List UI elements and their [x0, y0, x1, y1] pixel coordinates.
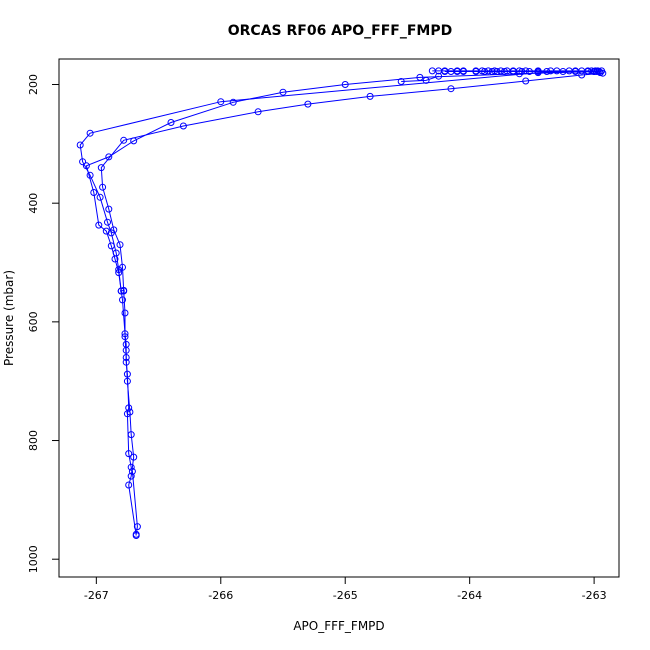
data-point	[119, 296, 126, 304]
data-point	[559, 68, 567, 75]
data-point	[481, 68, 489, 75]
data-point	[130, 453, 138, 461]
data-point	[488, 68, 496, 75]
x-tick-label: -267	[84, 589, 109, 602]
y-axis-label: Pressure (mbar)	[2, 270, 16, 366]
data-point	[459, 68, 467, 75]
data-point	[86, 129, 94, 137]
data-point	[116, 241, 124, 249]
data-point	[593, 68, 601, 75]
x-tick-label: -263	[582, 589, 607, 602]
data-point	[534, 68, 542, 75]
data-point	[99, 183, 107, 191]
data-point	[501, 68, 508, 75]
series-line	[85, 71, 595, 292]
data-point	[120, 136, 128, 144]
data-point	[119, 263, 126, 271]
data-point	[123, 377, 131, 385]
series-line	[401, 75, 439, 82]
data-point	[125, 450, 133, 458]
data-point	[121, 309, 129, 317]
series-line	[79, 70, 601, 535]
data-point	[522, 67, 530, 75]
data-point	[590, 68, 598, 75]
data-series	[441, 68, 603, 75]
data-point	[571, 68, 579, 75]
data-point	[126, 408, 134, 416]
data-point	[115, 269, 123, 277]
y-tick-label: 1000	[27, 545, 40, 573]
data-point	[96, 193, 104, 201]
data-point	[79, 158, 87, 166]
data-point	[125, 481, 133, 489]
x-tick-label: -266	[208, 589, 233, 602]
y-axis: 200 400 600 800 1000	[27, 74, 59, 573]
data-point	[279, 88, 287, 96]
data-point	[179, 122, 187, 130]
data-point	[447, 85, 455, 93]
data-series	[82, 68, 598, 295]
data-point	[111, 255, 119, 263]
data-point	[341, 81, 349, 88]
data-point	[107, 242, 115, 250]
y-tick-label: 600	[27, 311, 40, 332]
data-point	[522, 77, 530, 85]
data-series	[397, 72, 443, 85]
data-point	[122, 354, 130, 361]
plot-area	[76, 67, 607, 539]
series-line	[100, 72, 603, 536]
y-tick-label: 200	[27, 74, 40, 95]
data-point	[110, 226, 118, 234]
data-point	[125, 404, 133, 412]
data-point	[472, 68, 480, 75]
y-tick-label: 400	[27, 193, 40, 214]
data-point	[122, 340, 130, 348]
data-point	[102, 227, 110, 235]
data-point	[366, 92, 374, 100]
data-point	[493, 68, 501, 75]
x-axis-label: APO_FFF_FMPD	[293, 619, 384, 633]
data-point	[76, 141, 84, 149]
data-point	[217, 98, 225, 106]
data-point	[435, 72, 443, 80]
data-point	[95, 221, 103, 229]
data-point	[127, 463, 135, 471]
data-point	[525, 68, 533, 75]
chart-title: ORCAS RF06 APO_FFF_FMPD	[228, 23, 453, 39]
data-point	[127, 431, 135, 439]
data-point	[105, 153, 113, 161]
data-point	[518, 68, 526, 75]
data-series	[76, 68, 604, 538]
data-point	[509, 68, 517, 75]
data-point	[130, 137, 138, 145]
data-point	[104, 218, 111, 226]
data-point	[167, 119, 175, 126]
data-point	[120, 286, 128, 294]
y-tick-label: 800	[27, 430, 40, 451]
data-series	[97, 69, 607, 539]
data-point	[97, 164, 105, 172]
data-point	[304, 100, 312, 108]
x-axis: -267 -266 -265 -264 -263	[84, 576, 607, 602]
data-point	[543, 68, 551, 75]
data-point	[397, 78, 405, 85]
data-point	[132, 532, 140, 539]
data-point	[254, 108, 262, 116]
x-tick-label: -265	[333, 589, 358, 602]
data-point	[229, 98, 237, 106]
data-point	[90, 189, 98, 196]
data-point	[595, 68, 603, 75]
data-point	[422, 76, 430, 84]
data-point	[127, 472, 135, 480]
data-point	[82, 162, 90, 170]
data-point	[121, 333, 129, 341]
x-tick-label: -264	[457, 589, 482, 602]
data-point	[105, 205, 113, 213]
